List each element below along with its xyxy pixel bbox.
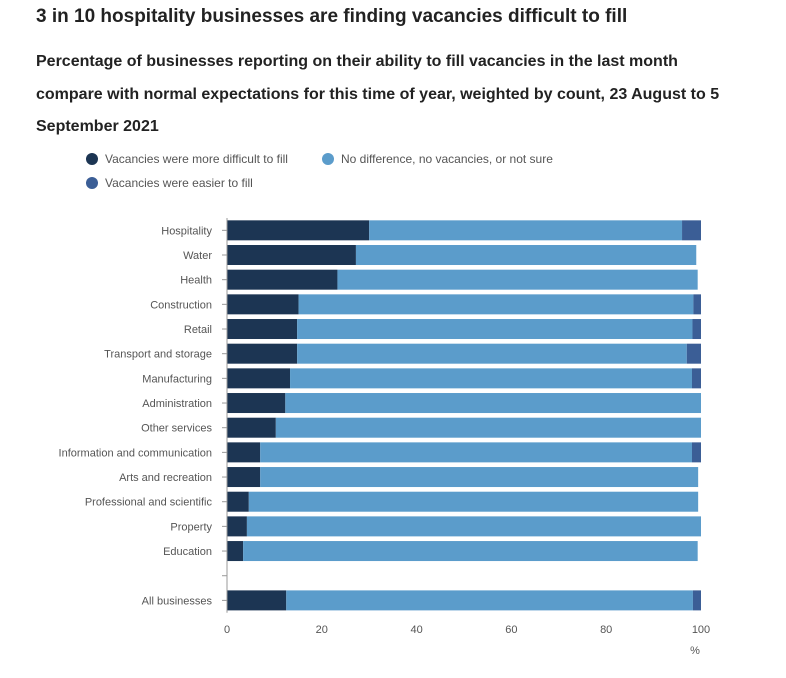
bar-all-businesses-vacancies-were-more-difficult-to-fill <box>227 590 287 611</box>
bar-all-businesses-no-difference-no-vacancies-or-not-sure <box>286 590 693 611</box>
bar-construction-no-difference-no-vacancies-or-not-sure <box>298 294 694 315</box>
bar-all-businesses-vacancies-were-easier-to-fill <box>692 590 701 611</box>
legend-label-no-difference: No difference, no vacancies, or not sure <box>341 152 553 166</box>
bar-construction-vacancies-were-easier-to-fill <box>693 294 701 315</box>
category-label-education: Education <box>163 546 212 558</box>
chart-title: 3 in 10 hospitality businesses are findi… <box>36 6 628 27</box>
category-label-water: Water <box>183 250 212 262</box>
bar-hospitality-no-difference-no-vacancies-or-not-sure <box>369 220 683 241</box>
category-label-all-businesses: All businesses <box>142 595 213 607</box>
x-tick-label-0: 0 <box>224 624 230 636</box>
bar-transport-and-storage-vacancies-were-easier-to-fill <box>686 343 701 364</box>
category-label-manufacturing: Manufacturing <box>142 373 212 385</box>
bar-health-no-difference-no-vacancies-or-not-sure <box>337 269 698 290</box>
category-label-information-and-communication: Information and communication <box>59 447 212 459</box>
bar-retail-vacancies-were-more-difficult-to-fill <box>227 319 298 340</box>
bar-hospitality-vacancies-were-more-difficult-to-fill <box>227 220 370 241</box>
category-label-transport-and-storage: Transport and storage <box>104 349 212 361</box>
legend-item-no-difference: No difference, no vacancies, or not sure <box>322 152 553 166</box>
bar-retail-no-difference-no-vacancies-or-not-sure <box>297 319 693 340</box>
category-label-retail: Retail <box>184 324 212 336</box>
category-label-health: Health <box>180 275 212 287</box>
bar-education-vacancies-were-more-difficult-to-fill <box>227 541 244 562</box>
bar-construction-vacancies-were-more-difficult-to-fill <box>227 294 299 315</box>
x-tick-label-60: 60 <box>505 624 517 636</box>
bar-arts-and-recreation-no-difference-no-vacancies-or-not-sure <box>260 467 699 488</box>
bar-transport-and-storage-no-difference-no-vacancies-or-not-sure <box>297 343 687 364</box>
x-tick-label-80: 80 <box>600 624 612 636</box>
legend-label-easier: Vacancies were easier to fill <box>105 176 253 190</box>
bar-other-services-no-difference-no-vacancies-or-not-sure <box>275 417 701 438</box>
bar-information-and-communication-vacancies-were-easier-to-fill <box>691 442 701 463</box>
x-tick-label-40: 40 <box>410 624 422 636</box>
bar-transport-and-storage-vacancies-were-more-difficult-to-fill <box>227 343 298 364</box>
category-label-other-services: Other services <box>141 423 212 435</box>
legend-label-more-difficult: Vacancies were more difficult to fill <box>105 152 288 166</box>
x-axis-unit: % <box>690 645 700 657</box>
bar-other-services-vacancies-were-more-difficult-to-fill <box>227 417 276 438</box>
legend-swatch-more-difficult <box>86 153 98 165</box>
legend-item-more-difficult: Vacancies were more difficult to fill <box>86 152 288 166</box>
bar-information-and-communication-no-difference-no-vacancies-or-not-sure <box>260 442 692 463</box>
bar-arts-and-recreation-vacancies-were-more-difficult-to-fill <box>227 467 261 488</box>
category-label-administration: Administration <box>142 398 212 410</box>
bar-health-vacancies-were-more-difficult-to-fill <box>227 269 338 290</box>
bar-manufacturing-no-difference-no-vacancies-or-not-sure <box>290 368 692 389</box>
category-label-construction: Construction <box>150 299 212 311</box>
category-label-hospitality: Hospitality <box>161 225 212 237</box>
legend-swatch-easier <box>86 177 98 189</box>
bar-water-vacancies-were-more-difficult-to-fill <box>227 245 356 266</box>
bar-retail-vacancies-were-easier-to-fill <box>692 319 701 340</box>
bar-administration-no-difference-no-vacancies-or-not-sure <box>285 393 701 414</box>
bar-administration-vacancies-were-more-difficult-to-fill <box>227 393 286 414</box>
bar-property-no-difference-no-vacancies-or-not-sure <box>246 516 701 537</box>
bar-professional-and-scientific-no-difference-no-vacancies-or-not-sure <box>248 491 699 512</box>
category-label-property: Property <box>170 521 212 533</box>
category-label-arts-and-recreation: Arts and recreation <box>119 472 212 484</box>
legend-item-easier: Vacancies were easier to fill <box>86 176 253 190</box>
bar-manufacturing-vacancies-were-easier-to-fill <box>691 368 701 389</box>
x-tick-label-20: 20 <box>316 624 328 636</box>
bar-professional-and-scientific-vacancies-were-more-difficult-to-fill <box>227 491 249 512</box>
category-label-professional-and-scientific: Professional and scientific <box>85 497 213 509</box>
bar-education-no-difference-no-vacancies-or-not-sure <box>243 541 698 562</box>
bar-hospitality-vacancies-were-easier-to-fill <box>682 220 701 241</box>
chart-subtitle: Percentage of businesses reporting on th… <box>36 53 720 135</box>
bar-information-and-communication-vacancies-were-more-difficult-to-fill <box>227 442 261 463</box>
bar-manufacturing-vacancies-were-more-difficult-to-fill <box>227 368 291 389</box>
bar-water-no-difference-no-vacancies-or-not-sure <box>355 245 697 266</box>
x-tick-label-100: 100 <box>692 624 710 636</box>
legend-swatch-no-difference <box>322 153 334 165</box>
bar-property-vacancies-were-more-difficult-to-fill <box>227 516 247 537</box>
